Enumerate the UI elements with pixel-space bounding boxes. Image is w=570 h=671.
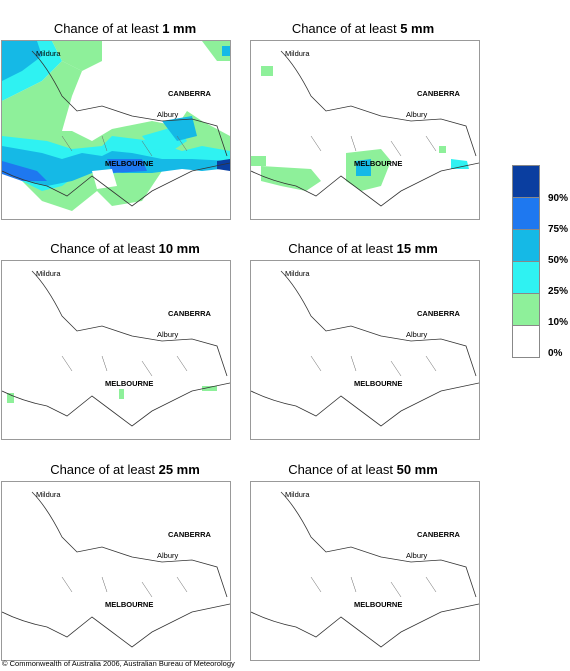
city-label-melbourne: MELBOURNE [105,159,154,168]
city-label-mildura: Mildura [36,269,61,278]
city-label-canberra: CANBERRA [168,89,211,98]
city-label-melbourne: MELBOURNE [354,379,403,388]
city-label-canberra: CANBERRA [417,309,460,318]
legend-label-75: 75% [548,224,569,235]
city-label-melbourne: MELBOURNE [354,159,403,168]
panel-title-10mm: Chance of at least 10 mm [50,241,200,256]
city-label-albury: Albury [406,330,428,339]
city-label-canberra: CANBERRA [417,530,460,539]
city-label-melbourne: MELBOURNE [105,600,154,609]
legend-swatch-10 [512,293,540,325]
legend-label-90: 90% [548,193,569,204]
panel-title-50mm: Chance of at least 50 mm [288,462,438,477]
state-borders-50mm [251,491,479,648]
city-label-canberra: CANBERRA [168,530,211,539]
city-label-canberra: CANBERRA [417,89,460,98]
probability-legend [512,165,540,358]
legend-label-25: 25% [548,286,569,297]
city-label-mildura: Mildura [285,490,310,499]
map-panel-1mm: Mildura CANBERRA Albury MELBOURNE [1,40,231,220]
copyright-footer: © Commonwealth of Australia 2006, Austra… [2,659,235,668]
legend-label-10: 10% [548,317,569,328]
panel-title-25mm: Chance of at least 25 mm [50,462,200,477]
map-panel-15mm: Mildura CANBERRA Albury MELBOURNE [250,260,480,440]
city-label-melbourne: MELBOURNE [105,379,154,388]
city-label-canberra: CANBERRA [168,309,211,318]
state-borders-25mm [2,491,230,648]
map-panel-25mm: Mildura CANBERRA Albury MELBOURNE [1,481,231,661]
city-label-albury: Albury [157,110,179,119]
state-borders-15mm [251,270,479,427]
city-label-mildura: Mildura [36,490,61,499]
city-label-albury: Albury [406,110,428,119]
city-label-mildura: Mildura [36,49,61,58]
legend-label-0: 0% [548,348,563,359]
city-label-mildura: Mildura [285,49,310,58]
legend-label-50: 50% [548,255,569,266]
map-panel-5mm: Mildura CANBERRA Albury MELBOURNE [250,40,480,220]
city-label-albury: Albury [406,551,428,560]
panel-title-5mm: Chance of at least 5 mm [291,21,435,36]
city-label-albury: Albury [157,551,179,560]
map-panel-10mm: Mildura CANBERRA Albury MELBOURNE [1,260,231,440]
city-label-melbourne: MELBOURNE [354,600,403,609]
state-borders-1mm [2,50,230,207]
state-borders-5mm [251,50,479,207]
city-label-albury: Albury [157,330,179,339]
legend-swatch-50 [512,229,540,261]
legend-swatch-25 [512,261,540,293]
legend-swatch-75 [512,197,540,229]
panel-title-1mm: Chance of at least 1 mm [53,21,197,36]
rain-shading-5mm [251,66,469,191]
city-label-mildura: Mildura [285,269,310,278]
state-borders-10mm [2,270,230,427]
map-panel-50mm: Mildura CANBERRA Albury MELBOURNE [250,481,480,661]
legend-swatch-0 [512,325,540,358]
panel-title-15mm: Chance of at least 15 mm [288,241,438,256]
legend-swatch-90 [512,165,540,197]
